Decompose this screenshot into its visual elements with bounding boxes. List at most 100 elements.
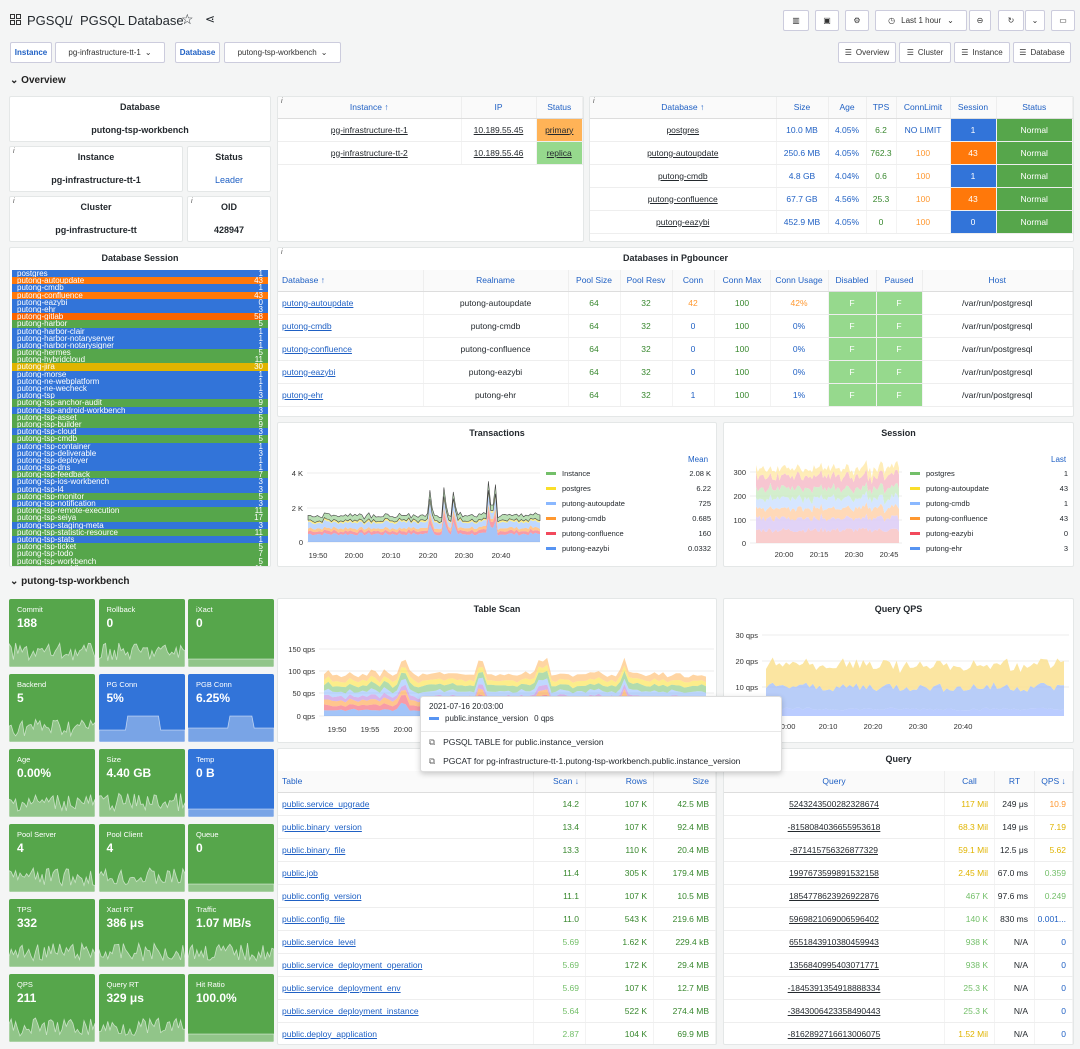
session-bar[interactable]: putong-tsp-feedback 7 — [12, 471, 268, 479]
legend-header[interactable]: Mean — [688, 455, 709, 464]
page-title[interactable]: PGSQL Database — [80, 13, 184, 28]
session-bar[interactable]: putong-harbor-notaryserver 1 — [12, 334, 268, 342]
session-bar[interactable]: putong-tsp-deployer 1 — [12, 456, 268, 464]
stat-panel[interactable]: Pool Client 4 — [98, 824, 185, 892]
session-bar[interactable]: putong-tsp-asset 5 — [12, 413, 268, 421]
session-bar[interactable]: putong-tsp-remote-execution 11 — [12, 507, 268, 515]
query-link[interactable]: 1854778623926922876 — [724, 884, 945, 908]
legend-item[interactable]: postgres 1 — [910, 466, 1068, 481]
session-bar[interactable]: putong-tsp-deliverable 3 — [12, 449, 268, 457]
column-header[interactable]: QPS ↓ — [1034, 771, 1073, 793]
instance-link[interactable]: pg-infrastructure-tt-1 — [278, 118, 462, 142]
status-cell[interactable]: replica — [536, 141, 583, 165]
table-link[interactable]: public.service_deployment_env — [278, 976, 534, 1000]
session-bar[interactable]: putong-tsp-statistic-resource 11 — [12, 528, 268, 536]
column-header[interactable]: Status — [536, 97, 583, 119]
tv-mode-button[interactable]: ▭ — [1051, 10, 1075, 31]
legend-item[interactable]: putong-confluence 160 — [546, 526, 711, 541]
query-link[interactable]: 5969821069006596402 — [724, 907, 945, 931]
legend-header[interactable]: Last — [1051, 455, 1067, 464]
database-link[interactable]: putong-autoupdate — [278, 291, 424, 315]
session-bar[interactable]: putong-tsp-android-workbench 3 — [12, 406, 268, 414]
column-header[interactable]: TPS — [866, 97, 897, 119]
session-bar[interactable]: putong-harbor-clair 1 — [12, 327, 268, 335]
session-bar[interactable]: putong-gitlab 58 — [12, 313, 268, 321]
column-header[interactable]: Database ↑ — [278, 270, 424, 292]
query-link[interactable]: -8162892716613006075 — [724, 1022, 945, 1044]
session-bar[interactable]: postgres 1 — [12, 270, 268, 278]
session-bar[interactable]: putong-ehr 3 — [12, 305, 268, 314]
query-qps-chart[interactable]: 30 qps 20 qps 10 qps 20:00 20:10 20:20 20:30 20… — [724, 619, 1074, 743]
add-panel-button[interactable]: ▥ — [783, 10, 809, 31]
session-bar[interactable]: putong-tsp-workflow 11 — [12, 564, 268, 566]
info-icon[interactable]: i — [13, 198, 15, 205]
query-link[interactable]: 1997673599891532158 — [724, 861, 945, 885]
stat-panel[interactable]: Temp 0 B — [188, 749, 274, 817]
session-bar[interactable]: putong-confluence 43 — [12, 291, 268, 299]
database-link[interactable]: putong-eazybi — [278, 360, 424, 384]
session-bar[interactable]: putong-harbor-notarysigner 1 — [12, 341, 268, 349]
ip-link[interactable]: 10.189.55.46 — [461, 141, 537, 165]
link-database[interactable]: ☰ Database — [1013, 42, 1071, 63]
stat-panel[interactable]: PGB Conn 6.25% — [188, 674, 274, 742]
query-link[interactable]: -8158084036655953618 — [724, 815, 945, 839]
table-link[interactable]: public.binary_version — [278, 815, 534, 839]
session-bar[interactable]: putong-tsp-todo 7 — [12, 550, 268, 558]
refresh-interval-button[interactable]: ⌄ — [1025, 10, 1045, 31]
session-bar[interactable]: putong-autoupdate 43 — [12, 277, 268, 285]
info-icon[interactable]: i — [191, 198, 193, 205]
column-header[interactable]: Conn Usage — [770, 270, 829, 292]
stat-panel[interactable]: Queue 0 — [188, 824, 274, 892]
legend-item[interactable]: putong-cmdb 0.685 — [546, 511, 711, 526]
legend-item[interactable]: putong-eazybi 0.0332 — [546, 541, 711, 556]
session-bar[interactable]: putong-tsp-anchor-audit 9 — [12, 399, 268, 407]
database-link[interactable]: putong-confluence — [278, 337, 424, 361]
stat-panel[interactable]: Xact RT 386 μs — [98, 899, 185, 967]
stat-panel[interactable]: Size 4.40 GB — [98, 749, 185, 817]
settings-button[interactable]: ⚙ — [845, 10, 869, 31]
link-overview[interactable]: ☰ Overview — [838, 42, 896, 63]
instance-link[interactable]: pg-infrastructure-tt-2 — [278, 141, 462, 165]
column-header[interactable]: RT — [994, 771, 1035, 793]
column-header[interactable]: Status — [996, 97, 1073, 119]
table-link[interactable]: public.binary_file — [278, 838, 534, 862]
stat-panel[interactable]: TPS 332 — [9, 899, 95, 967]
session-bar[interactable]: putong-tsp-container 1 — [12, 442, 268, 450]
stat-panel[interactable]: Hit Ratio 100.0% — [188, 974, 274, 1042]
tooltip-link-pgcat[interactable]: ⧉ PGCAT for pg-infrastructure-tt-1.putong… — [429, 756, 741, 766]
session-bar[interactable]: putong-jira 30 — [12, 363, 268, 371]
table-link[interactable]: public.deploy_application — [278, 1022, 534, 1044]
column-header[interactable]: Scan ↓ — [533, 771, 586, 793]
column-header[interactable]: Paused — [876, 270, 923, 292]
legend-item[interactable]: putong-ehr 3 — [910, 541, 1068, 556]
column-header[interactable]: Size — [776, 97, 829, 119]
star-icon[interactable]: ☆ — [181, 11, 194, 27]
session-bar[interactable]: putong-tsp-builder 9 — [12, 420, 268, 429]
column-header[interactable]: Pool Size — [568, 270, 621, 292]
refresh-button[interactable]: ↻ — [998, 10, 1024, 31]
column-header[interactable]: Database ↑ — [590, 97, 777, 119]
database-link[interactable]: postgres — [590, 118, 777, 142]
stat-panel[interactable]: Commit 188 — [9, 599, 95, 667]
column-header[interactable]: Table — [278, 771, 534, 793]
legend-item[interactable]: putong-eazybi 0 — [910, 526, 1068, 541]
session-bar[interactable]: putong-ne-wecheck 1 — [12, 384, 268, 393]
table-link[interactable]: public.service_upgrade — [278, 792, 534, 816]
legend-item[interactable]: Instance 2.08 K — [546, 466, 711, 481]
session-bar[interactable]: putong-tsp-ios-workbench 3 — [12, 478, 268, 486]
session-bar[interactable]: putong-hybridcloud 11 — [12, 356, 268, 364]
table-link[interactable]: public.service_level — [278, 930, 534, 954]
link-cluster[interactable]: ☰ Cluster — [899, 42, 951, 63]
query-link[interactable]: -3843006423358490443 — [724, 999, 945, 1023]
breadcrumb-root[interactable]: PGSQL — [27, 13, 72, 28]
query-link[interactable]: 1356840995403071771 — [724, 953, 945, 977]
database-link[interactable]: putong-ehr — [278, 383, 424, 407]
transactions-chart[interactable]: 4 K 2 K 0 19:50 20:00 20:10 20:20 20:30 20:40 — [278, 443, 543, 567]
session-bar[interactable]: putong-tsp-monitor 5 — [12, 492, 268, 500]
legend-item[interactable]: postgres 6.22 — [546, 481, 711, 496]
ip-link[interactable]: 10.189.55.45 — [461, 118, 537, 142]
table-link[interactable]: public.job — [278, 861, 534, 885]
stat-panel[interactable]: PG Conn 5% — [98, 674, 185, 742]
column-header[interactable]: ConnLimit — [896, 97, 951, 119]
column-header[interactable]: Realname — [423, 270, 569, 292]
